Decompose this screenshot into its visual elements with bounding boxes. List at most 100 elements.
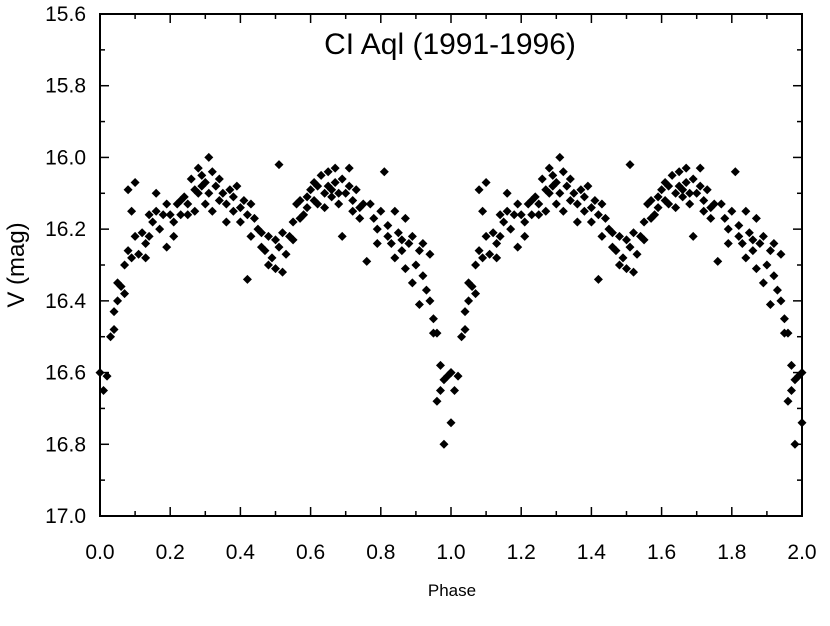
data-point <box>460 325 470 335</box>
data-point <box>186 174 196 184</box>
data-point <box>506 224 516 234</box>
data-point <box>741 206 751 216</box>
data-point <box>120 289 130 299</box>
data-point <box>618 253 628 263</box>
x-tick-label: 1.2 <box>507 541 536 564</box>
data-point <box>678 192 688 202</box>
y-tick-label: 16.6 <box>45 362 86 385</box>
data-point <box>734 231 744 241</box>
data-point <box>127 206 137 216</box>
data-point <box>593 210 603 220</box>
data-point <box>372 224 382 234</box>
data-point <box>418 238 428 248</box>
data-point <box>302 192 312 202</box>
data-point <box>256 228 266 238</box>
data-point <box>435 386 445 395</box>
data-point <box>727 206 737 216</box>
data-point <box>162 199 172 209</box>
data-point <box>200 178 210 188</box>
data-point <box>144 210 154 220</box>
data-point <box>151 206 161 216</box>
data-point <box>295 195 305 205</box>
data-point <box>407 231 417 241</box>
data-point <box>144 231 154 241</box>
y-tick-labels: 15.6 15.8 16.0 16.2 16.4 16.6 16.8 17.0 <box>45 3 86 528</box>
data-point <box>411 260 421 270</box>
data-point <box>502 206 512 216</box>
data-point <box>141 238 151 248</box>
data-point <box>130 231 140 241</box>
data-point <box>393 228 403 238</box>
data-point <box>492 238 502 248</box>
data-point <box>400 264 410 274</box>
data-point <box>421 285 431 295</box>
data-point <box>418 271 428 281</box>
data-point <box>678 185 688 195</box>
data-point <box>235 203 245 213</box>
data-point <box>288 235 298 245</box>
data-point <box>579 206 589 216</box>
data-point <box>221 199 231 209</box>
data-point <box>685 188 695 198</box>
data-point <box>597 231 607 241</box>
data-point <box>653 203 663 213</box>
data-point <box>162 242 172 252</box>
data-point <box>534 210 544 220</box>
data-point <box>151 188 161 198</box>
data-point <box>169 217 179 227</box>
data-point <box>688 231 698 241</box>
data-point <box>278 267 288 277</box>
data-point <box>242 274 252 284</box>
data-point <box>232 181 242 191</box>
data-point <box>625 242 635 252</box>
data-point <box>737 238 747 248</box>
data-point <box>478 253 488 263</box>
data-point <box>765 246 775 256</box>
axis-ticks <box>99 13 803 517</box>
data-point <box>558 167 568 177</box>
data-point <box>783 396 793 406</box>
data-point <box>544 163 554 173</box>
data-point <box>414 246 424 256</box>
data-point <box>400 213 410 223</box>
data-point <box>435 360 445 370</box>
data-point <box>330 178 340 188</box>
data-point <box>758 231 768 241</box>
data-point <box>221 217 231 227</box>
data-point <box>706 213 716 223</box>
data-point <box>109 307 119 317</box>
data-point <box>572 217 582 227</box>
data-point <box>755 238 765 248</box>
y-tick-label: 16.4 <box>45 290 86 313</box>
data-point <box>551 199 561 209</box>
data-point <box>685 199 695 209</box>
data-point <box>551 178 561 188</box>
data-point <box>590 195 600 205</box>
data-point <box>478 206 488 216</box>
data-point <box>555 152 565 162</box>
data-point <box>179 192 189 202</box>
data-point <box>320 203 330 213</box>
data-point <box>614 260 624 270</box>
data-point <box>263 260 273 270</box>
data-point <box>337 174 347 184</box>
data-point <box>127 253 137 263</box>
data-point <box>165 210 175 220</box>
data-point <box>723 224 733 234</box>
data-point <box>499 217 509 227</box>
x-axis-label: Phase <box>428 581 476 600</box>
data-point <box>765 299 775 309</box>
data-point <box>323 167 333 177</box>
data-point <box>407 278 417 288</box>
y-tick-label: 17.0 <box>45 505 86 528</box>
data-point <box>337 231 347 241</box>
data-point <box>597 199 607 209</box>
x-tick-label: 0.8 <box>366 541 395 564</box>
data-point <box>569 188 579 198</box>
data-point <box>548 170 558 180</box>
y-tick-label: 15.8 <box>45 75 86 98</box>
data-point <box>762 260 772 270</box>
data-point <box>376 206 386 216</box>
data-point <box>214 174 224 184</box>
